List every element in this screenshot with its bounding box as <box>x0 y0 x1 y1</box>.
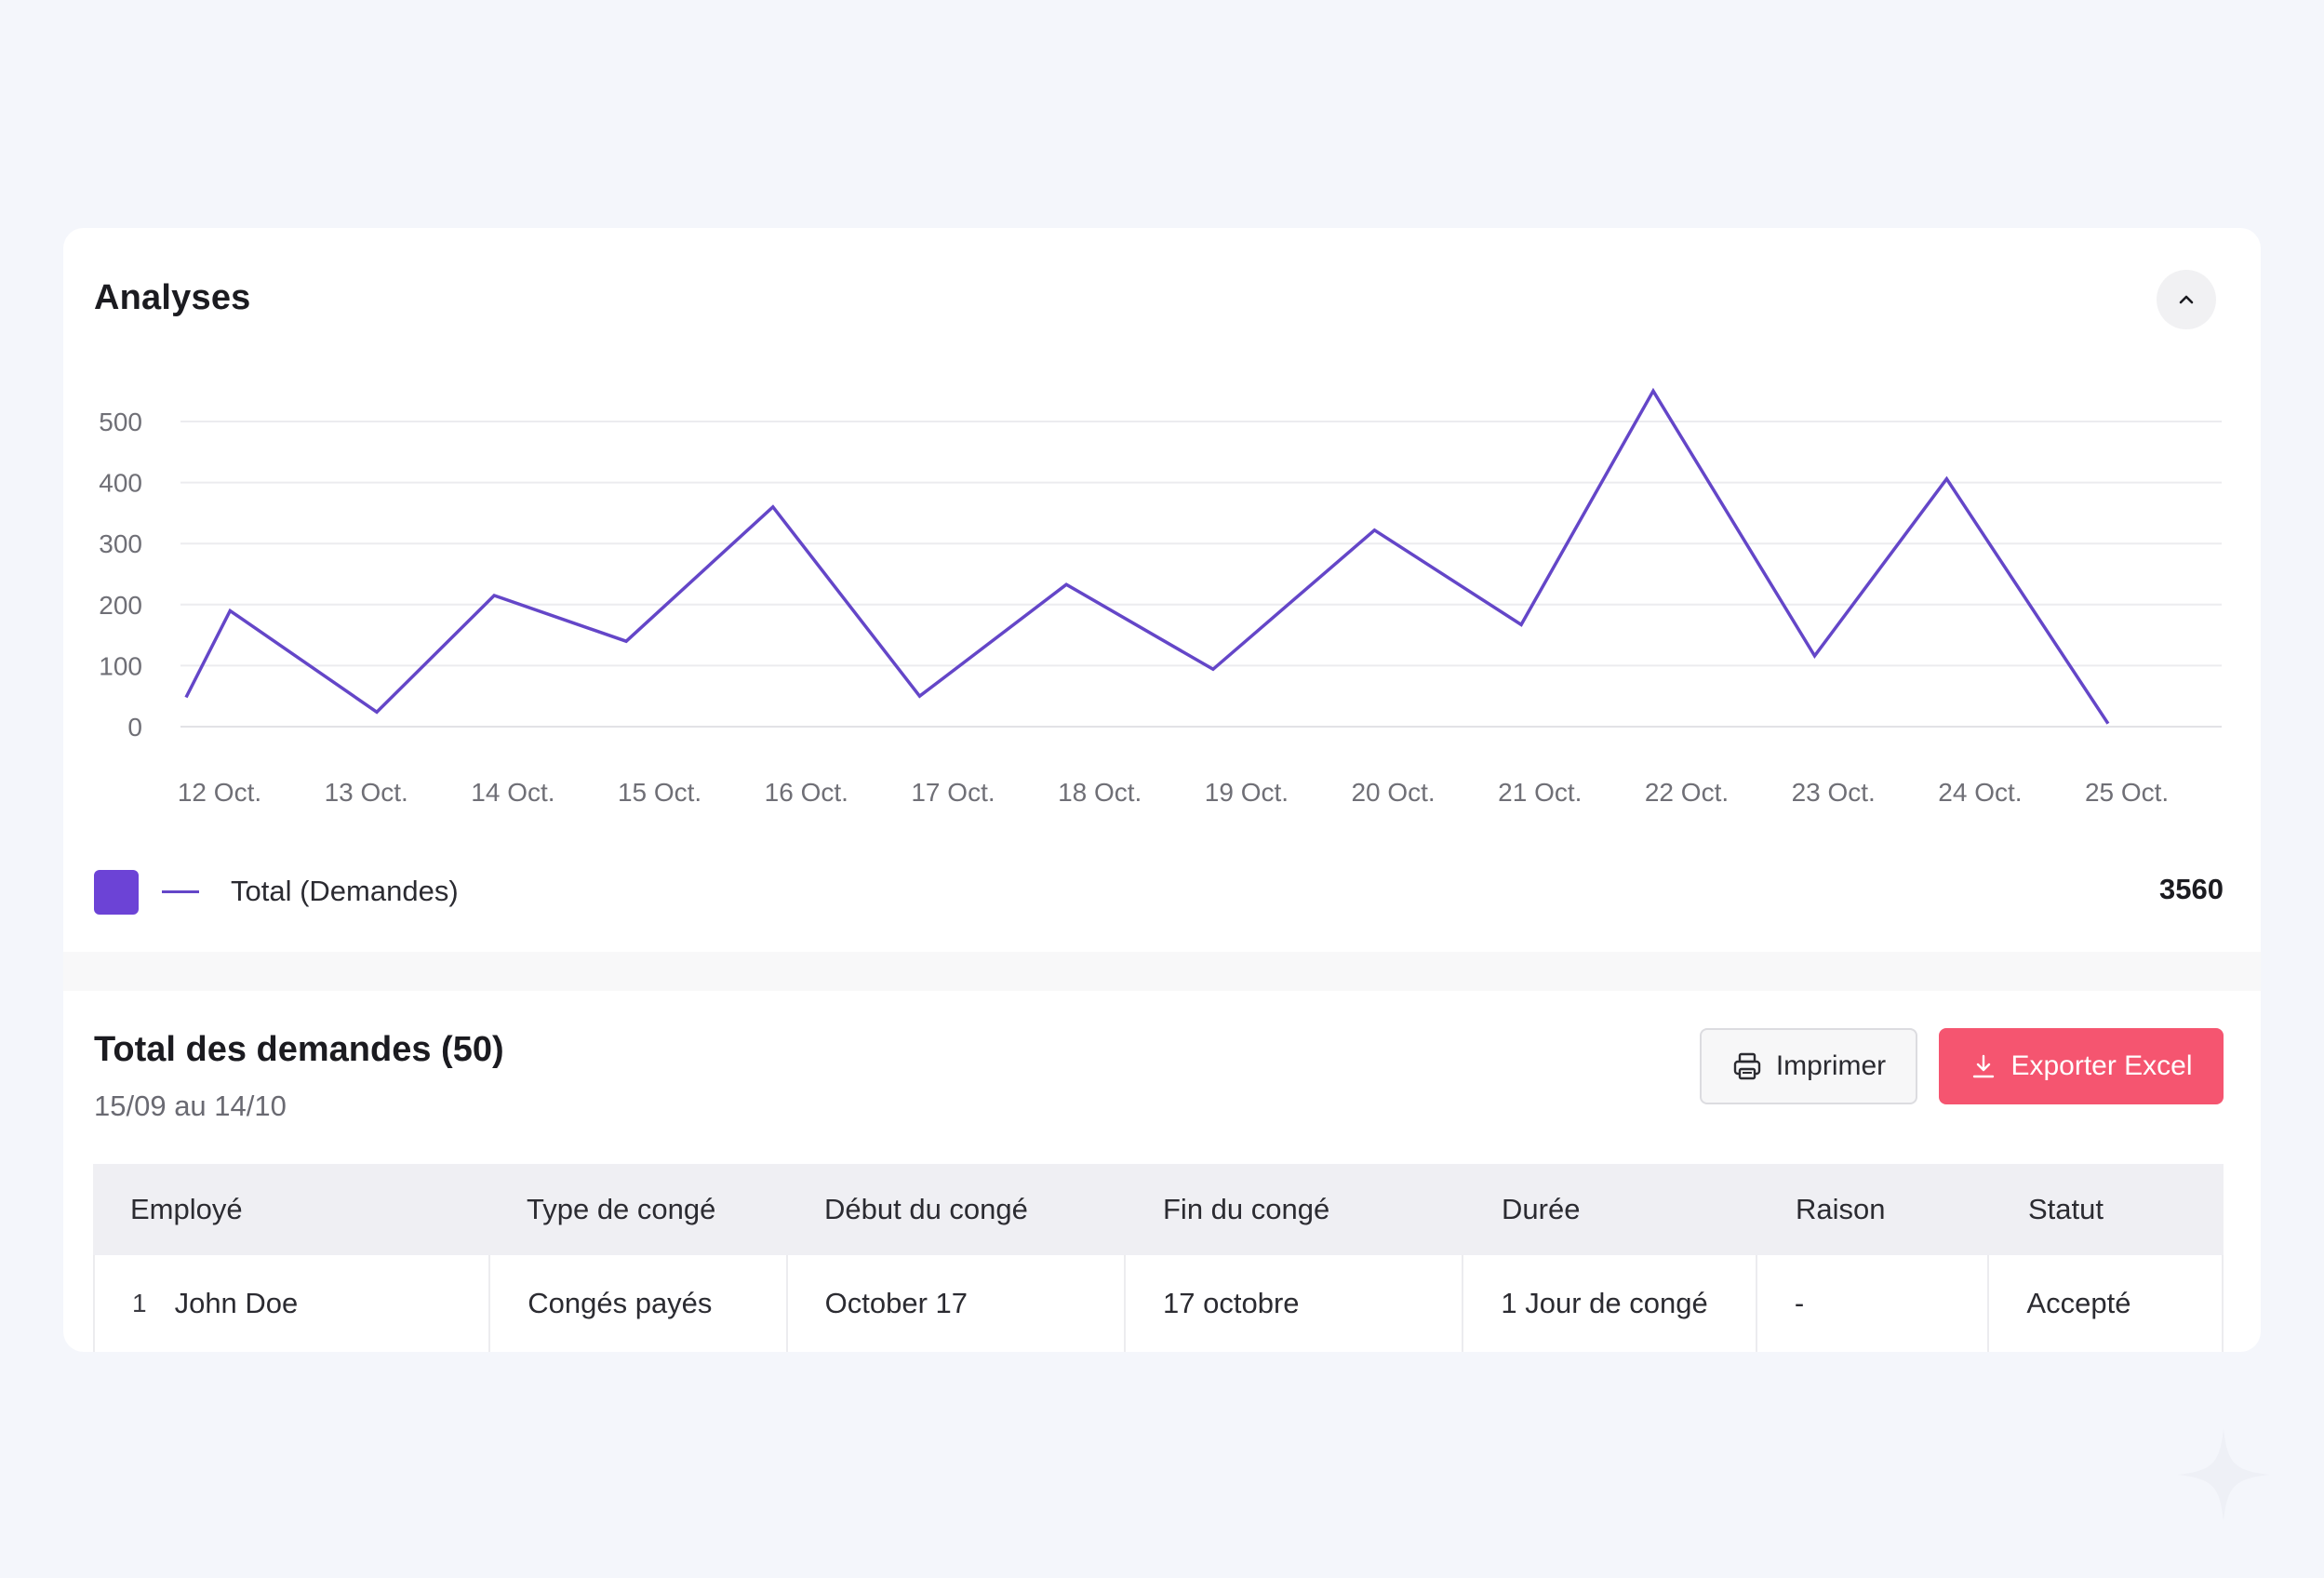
table-header: Employé Type de congé Début du congé Fin… <box>93 1164 2224 1255</box>
legend-total-value: 3560 <box>2159 873 2224 905</box>
export-excel-button[interactable]: Exporter Excel <box>1939 1028 2224 1104</box>
header-leave-end[interactable]: Fin du congé <box>1163 1193 1330 1225</box>
requests-table: Employé Type de congé Début du congé Fin… <box>93 1164 2224 1352</box>
requests-title: Total des demandes (50) <box>94 1030 504 1069</box>
collapse-button[interactable] <box>2157 270 2216 329</box>
printer-icon <box>1733 1052 1761 1080</box>
y-tick-label: 200 <box>99 591 142 620</box>
y-tick-label: 100 <box>99 651 142 680</box>
x-tick-label: 16 Oct. <box>765 778 848 807</box>
x-tick-label: 24 Oct. <box>1938 778 2022 807</box>
x-tick-label: 25 Oct. <box>2085 778 2169 807</box>
cell-leave-type: Congés payés <box>490 1255 788 1352</box>
y-axis-ticks: 0 100 200 300 400 500 <box>99 408 142 742</box>
chart-grid <box>180 421 2222 728</box>
legend-label: Total (Demandes) <box>231 875 459 907</box>
x-tick-label: 13 Oct. <box>325 778 408 807</box>
header-employee[interactable]: Employé <box>130 1193 243 1225</box>
header-status[interactable]: Statut <box>2028 1193 2104 1225</box>
download-icon <box>1973 1054 1995 1078</box>
header-leave-type[interactable]: Type de congé <box>527 1193 716 1225</box>
chart-series <box>184 387 2110 725</box>
cell-reason: - <box>1757 1255 1990 1352</box>
header-duration[interactable]: Durée <box>1502 1193 1581 1225</box>
cell-leave-end: 17 octobre <box>1126 1255 1464 1352</box>
sparkle-icon <box>2177 1428 2270 1521</box>
requests-date-range: 15/09 au 14/10 <box>94 1090 287 1122</box>
x-tick-label: 23 Oct. <box>1792 778 1876 807</box>
section-divider <box>63 952 2261 991</box>
legend-swatch[interactable] <box>94 870 139 915</box>
cell-employee: 1 John Doe <box>95 1255 491 1352</box>
table-row[interactable]: 1 John Doe Congés payés October 17 17 oc… <box>93 1255 2224 1352</box>
cell-duration: 1 Jour de congé <box>1463 1255 1757 1352</box>
x-tick-label: 21 Oct. <box>1498 778 1582 807</box>
x-tick-label: 17 Oct. <box>911 778 995 807</box>
export-button-label: Exporter Excel <box>2010 1050 2193 1081</box>
y-tick-label: 500 <box>99 408 142 436</box>
x-tick-label: 15 Oct. <box>618 778 701 807</box>
x-tick-label: 12 Oct. <box>178 778 261 807</box>
x-tick-label: 22 Oct. <box>1645 778 1729 807</box>
y-tick-label: 0 <box>127 713 142 742</box>
x-tick-label: 18 Oct. <box>1058 778 1142 807</box>
requests-card: Total des demandes (50) 15/09 au 14/10 I… <box>63 991 2261 1352</box>
y-tick-label: 400 <box>99 469 142 498</box>
print-button[interactable]: Imprimer <box>1700 1028 1917 1104</box>
employee-name: John Doe <box>174 1287 299 1319</box>
x-tick-label: 19 Oct. <box>1205 778 1289 807</box>
cell-leave-start: October 17 <box>788 1255 1127 1352</box>
x-tick-label: 14 Oct. <box>471 778 554 807</box>
chevron-up-icon <box>2179 295 2194 304</box>
y-tick-label: 300 <box>99 529 142 558</box>
analyses-title: Analyses <box>94 278 251 317</box>
cell-status: Accepté <box>2026 1287 2131 1319</box>
analyses-card: Analyses 0 100 200 300 400 500 12 Oct. 13 Oct.… <box>63 228 2261 952</box>
print-button-label: Imprimer <box>1775 1050 1887 1081</box>
header-reason[interactable]: Raison <box>1796 1193 1886 1225</box>
row-number: 1 <box>132 1289 147 1317</box>
header-leave-start[interactable]: Début du congé <box>824 1193 1028 1225</box>
x-axis-ticks: 12 Oct. 13 Oct. 14 Oct. 15 Oct. 16 Oct. 17 Oc… <box>178 778 2169 807</box>
legend-line-marker <box>162 890 199 893</box>
x-tick-label: 20 Oct. <box>1351 778 1435 807</box>
line-chart: 0 100 200 300 400 500 12 Oct. 13 Oct. 14 Oct. 15… <box>99 387 2222 807</box>
series-line[interactable] <box>184 387 2110 725</box>
